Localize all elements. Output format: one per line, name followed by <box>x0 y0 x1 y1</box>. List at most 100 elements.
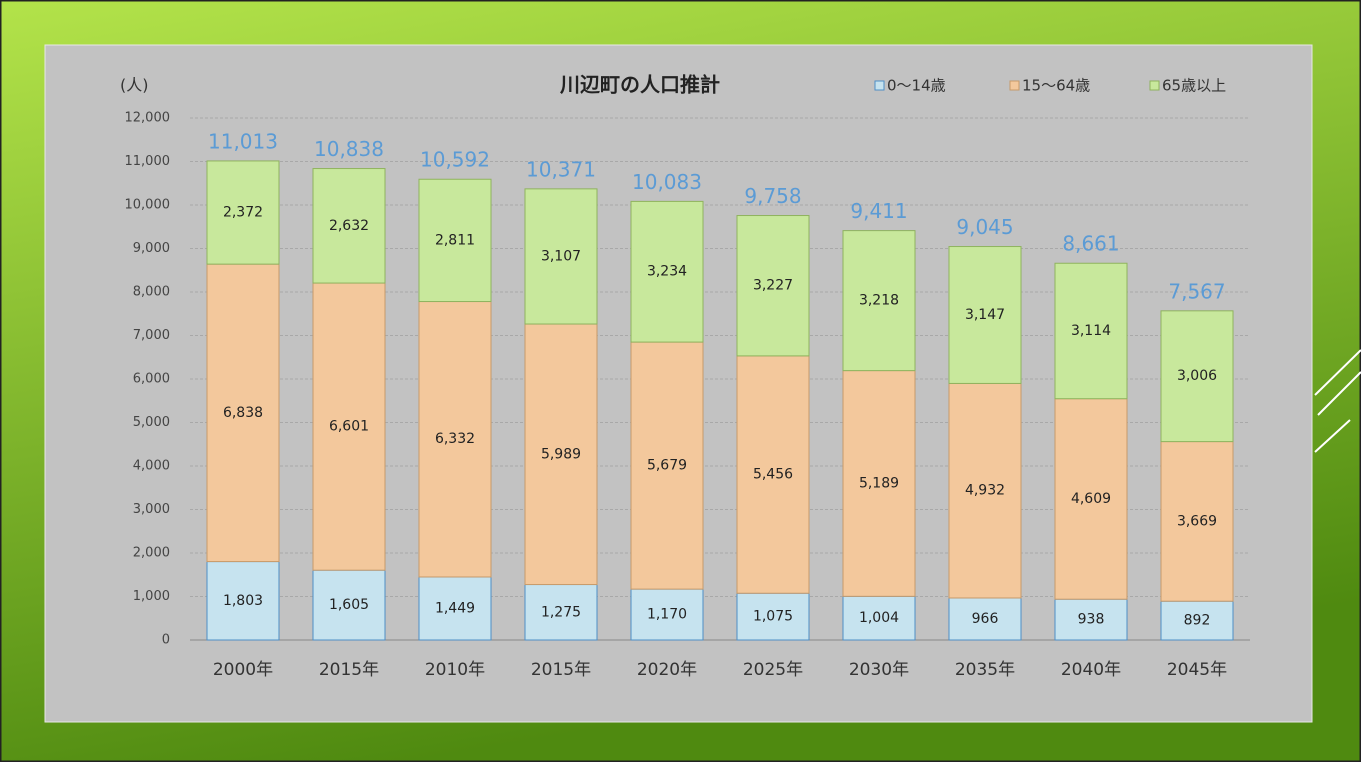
data-label: 966 <box>972 611 999 627</box>
legend-swatch <box>874 80 885 91</box>
data-label: 938 <box>1078 612 1105 628</box>
legend-label: 0〜14歳 <box>887 77 946 95</box>
data-label: 1,170 <box>647 607 687 623</box>
data-label: 2,372 <box>223 205 263 221</box>
bar-segment <box>1054 598 1128 641</box>
data-label: 1,449 <box>435 600 475 616</box>
data-label: 5,189 <box>859 475 899 491</box>
total-label: 8,661 <box>1062 232 1119 256</box>
y-tick-label: 9,000 <box>133 241 170 256</box>
data-label: 6,332 <box>435 431 475 447</box>
y-tick-label: 3,000 <box>133 502 170 517</box>
data-label: 3,234 <box>647 264 687 280</box>
x-tick-label: 2045年 <box>1167 660 1227 680</box>
y-tick-label: 1,000 <box>133 589 170 604</box>
bar-segment <box>1160 310 1234 443</box>
data-label: 892 <box>1184 613 1211 629</box>
total-label: 10,371 <box>526 157 596 181</box>
data-label: 5,456 <box>753 467 793 483</box>
bar-segment <box>630 341 704 590</box>
bar-segment <box>736 592 810 641</box>
total-label: 9,411 <box>850 199 907 223</box>
bar-segment <box>312 282 386 571</box>
y-tick-label: 5,000 <box>133 415 170 430</box>
x-tick-label: 2015年 <box>319 660 379 680</box>
bar-segment <box>630 200 704 343</box>
x-tick-label: 2015年 <box>531 660 591 680</box>
total-label: 10,838 <box>314 137 384 161</box>
data-label: 3,147 <box>965 307 1005 323</box>
bar-segment <box>206 160 280 265</box>
bar-segment <box>1054 398 1128 600</box>
bar-segment <box>312 168 386 284</box>
y-tick-label: 2,000 <box>133 546 170 561</box>
bar-segment <box>630 588 704 641</box>
data-label: 1,605 <box>329 597 369 613</box>
data-label: 5,989 <box>541 446 581 462</box>
data-label: 4,932 <box>965 483 1005 499</box>
legend-label: 15〜64歳 <box>1022 77 1090 95</box>
x-tick-label: 2035年 <box>955 660 1015 680</box>
bar-segment <box>948 382 1022 599</box>
total-label: 11,013 <box>208 129 278 153</box>
decoration <box>1314 349 1361 453</box>
legend-label: 65歳以上 <box>1162 77 1226 95</box>
legend-swatch <box>1009 80 1020 91</box>
x-tick-label: 2025年 <box>743 660 803 680</box>
data-label: 2,811 <box>435 232 475 248</box>
data-label: 1,275 <box>541 604 581 620</box>
bar-segment <box>948 246 1022 384</box>
legend-swatch <box>1149 80 1160 91</box>
data-label: 3,227 <box>753 278 793 294</box>
x-tick-label: 2020年 <box>637 660 697 680</box>
y-axis-label: (人) <box>120 76 149 95</box>
bar-segment <box>206 263 280 563</box>
bar-segment <box>1160 441 1234 602</box>
data-label: 3,006 <box>1177 368 1217 384</box>
data-label: 3,218 <box>859 293 899 309</box>
y-tick-label: 8,000 <box>133 285 170 300</box>
x-tick-label: 2000年 <box>213 660 273 680</box>
y-tick-label: 10,000 <box>125 198 171 213</box>
bar-segment <box>1054 262 1128 400</box>
bar-segment <box>736 355 810 594</box>
bar-segment <box>418 301 492 578</box>
data-label: 3,114 <box>1071 323 1111 339</box>
data-label: 4,609 <box>1071 491 1111 507</box>
chart-title: 川辺町の人口推計 <box>559 73 720 97</box>
data-label: 1,004 <box>859 610 899 626</box>
bar-segment <box>206 561 280 641</box>
bar-segment <box>524 584 598 641</box>
x-tick-label: 2040年 <box>1061 660 1121 680</box>
data-label: 6,838 <box>223 405 263 421</box>
data-label: 2,632 <box>329 218 369 234</box>
bar-segment <box>842 230 916 372</box>
bar-segment <box>418 576 492 641</box>
data-label: 6,601 <box>329 419 369 435</box>
total-label: 9,045 <box>956 215 1013 239</box>
bar-segment <box>524 323 598 586</box>
total-label: 9,758 <box>744 184 801 208</box>
total-label: 10,592 <box>420 148 490 172</box>
y-tick-label: 12,000 <box>125 111 171 126</box>
y-tick-label: 7,000 <box>133 328 170 343</box>
y-tick-label: 6,000 <box>133 372 170 387</box>
bar-segment <box>842 370 916 597</box>
bar-segment <box>524 188 598 325</box>
total-label: 10,083 <box>632 170 702 194</box>
bar-segment <box>736 215 810 357</box>
data-label: 1,803 <box>223 593 263 609</box>
data-label: 1,075 <box>753 609 793 625</box>
bar-segment <box>418 178 492 303</box>
total-label: 7,567 <box>1168 279 1225 303</box>
y-tick-label: 4,000 <box>133 459 170 474</box>
x-tick-label: 2030年 <box>849 660 909 680</box>
data-label: 3,669 <box>1177 513 1217 529</box>
x-tick-label: 2010年 <box>425 660 485 680</box>
y-tick-label: 11,000 <box>125 154 171 169</box>
bar-segment <box>948 597 1022 641</box>
data-label: 5,679 <box>647 458 687 474</box>
data-label: 3,107 <box>541 248 581 264</box>
y-tick-label: 0 <box>162 633 170 648</box>
